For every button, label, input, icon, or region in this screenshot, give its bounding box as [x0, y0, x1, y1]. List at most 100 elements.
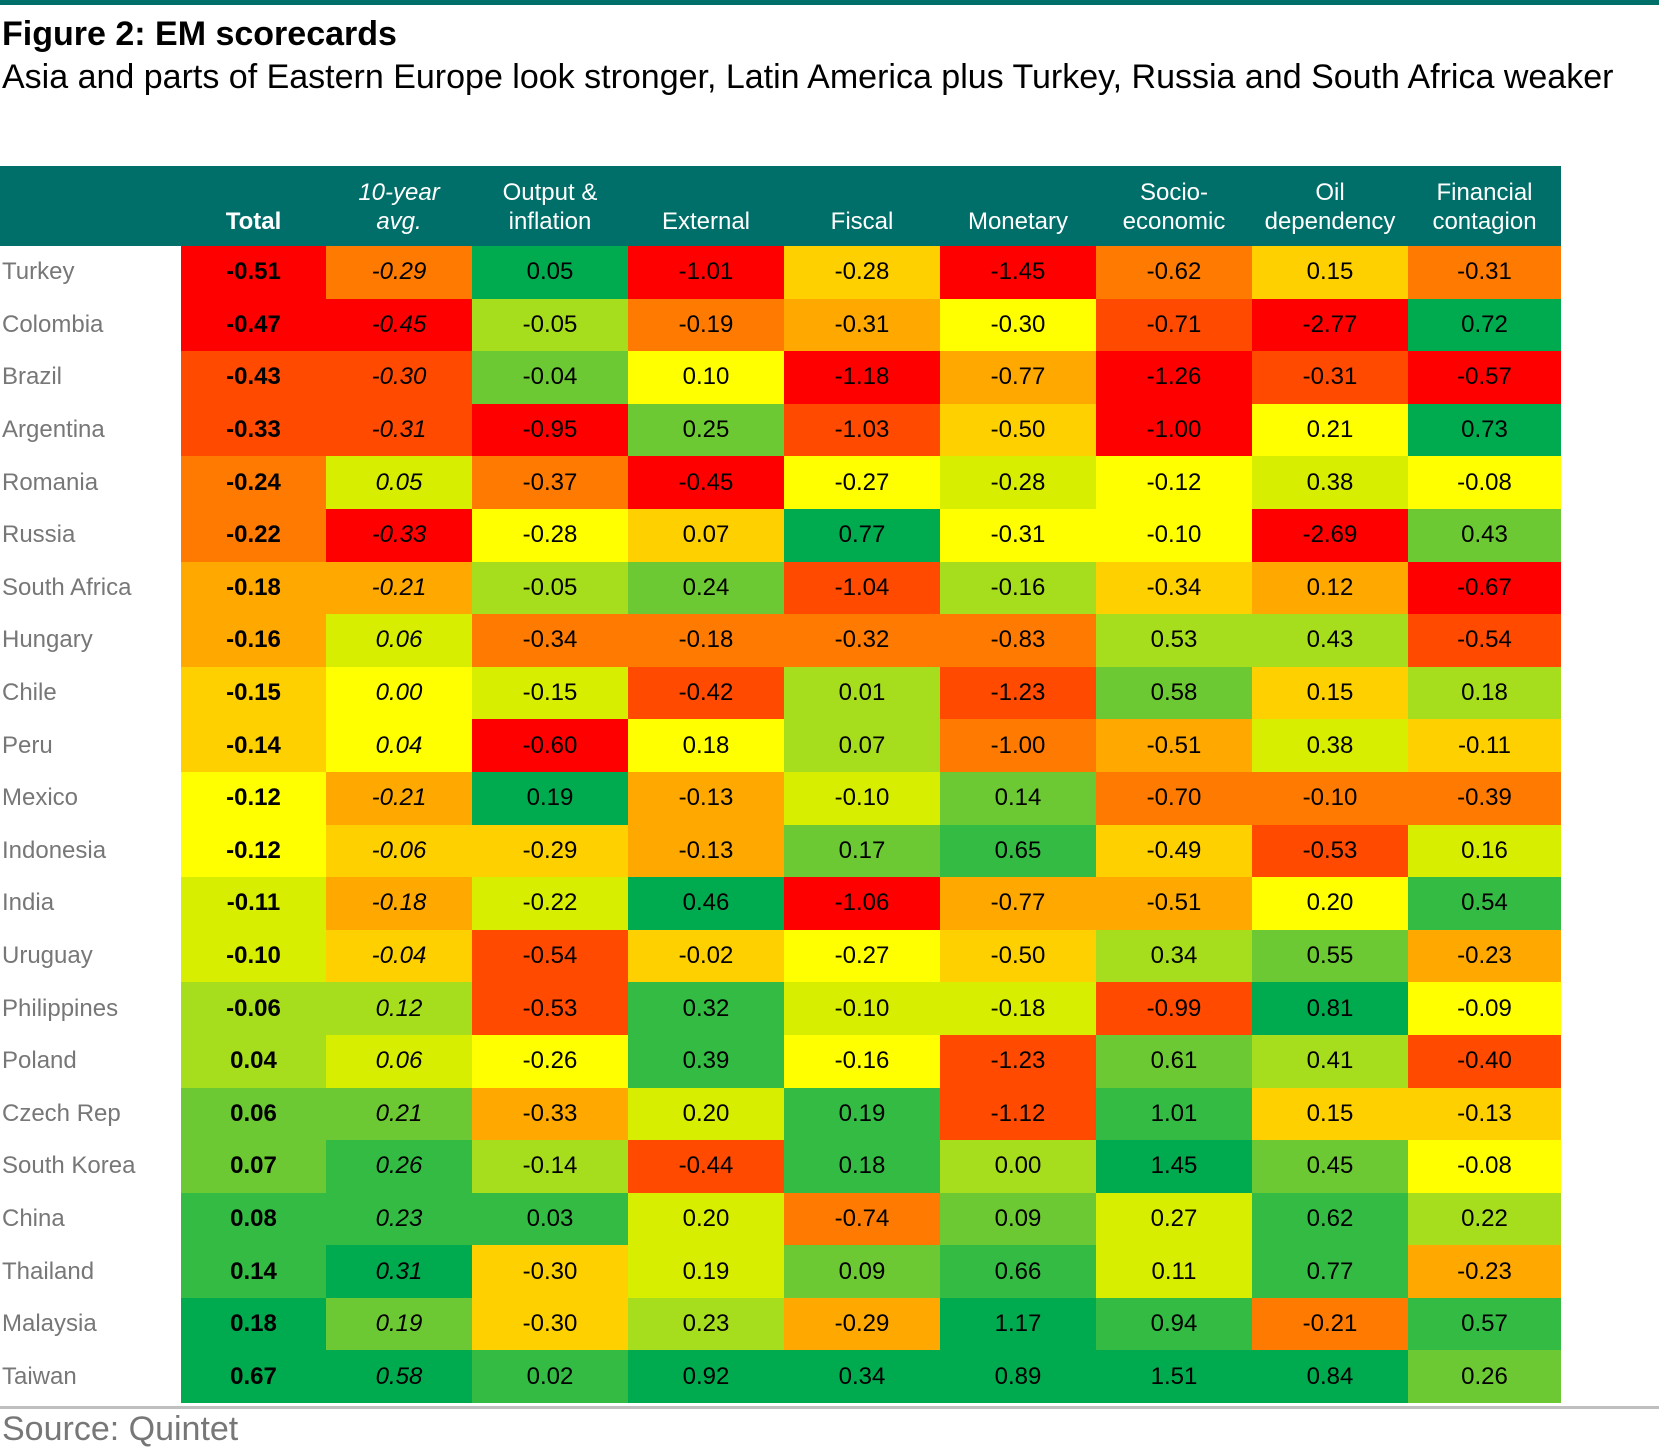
heatmap-cell-monetary: 1.17 — [940, 1297, 1096, 1351]
table-row: Chile -0.15 0.00 -0.15 -0.42 0.01 -1.23 0.58 0.1… — [0, 666, 1561, 720]
column-header-total: Total — [181, 166, 326, 246]
country-label: Malaysia — [0, 1297, 181, 1351]
heatmap-cell-socio-economic: -1.00 — [1096, 403, 1252, 457]
heatmap-cell-10-year-avg: 0.04 — [326, 719, 472, 772]
heatmap-cell-socio-economic: -0.99 — [1096, 982, 1252, 1035]
heatmap-cell-fiscal: -0.27 — [784, 929, 940, 983]
heatmap-cell-external: -0.45 — [628, 456, 784, 509]
heatmap-cell-fiscal: -0.32 — [784, 614, 940, 667]
heatmap-cell-external: 0.39 — [628, 1034, 784, 1088]
heatmap-cell-financial-contagion: -0.08 — [1408, 1140, 1561, 1193]
figure-subtitle: Asia and parts of Eastern Europe look st… — [2, 58, 1614, 96]
heatmap-cell-monetary: 0.09 — [940, 1192, 1096, 1246]
heatmap-cell-total: 0.08 — [181, 1192, 326, 1246]
heatmap-cell-oil-dependency: 0.38 — [1252, 719, 1408, 772]
heatmap-cell-10-year-avg: 0.19 — [326, 1297, 472, 1351]
heatmap-cell-oil-dependency: 0.43 — [1252, 614, 1408, 667]
table-row: Argentina -0.33 -0.31 -0.95 0.25 -1.03 -0.50 -1… — [0, 403, 1561, 457]
heatmap-cell-monetary: -0.30 — [940, 298, 1096, 352]
heatmap-cell-monetary: -0.16 — [940, 561, 1096, 615]
heatmap-cell-10-year-avg: -0.21 — [326, 561, 472, 615]
heatmap-cell-output-and-inflation: -0.05 — [472, 298, 628, 352]
heatmap-cell-monetary: -0.18 — [940, 982, 1096, 1035]
heatmap-cell-monetary: 0.14 — [940, 771, 1096, 825]
heatmap-cell-fiscal: -0.10 — [784, 982, 940, 1035]
heatmap-cell-fiscal: -1.18 — [784, 351, 940, 404]
country-label: Thailand — [0, 1245, 181, 1298]
heatmap-cell-external: 0.24 — [628, 561, 784, 615]
heatmap-cell-output-and-inflation: -0.14 — [472, 1140, 628, 1193]
heatmap-cell-monetary: -0.83 — [940, 614, 1096, 667]
bottom-rule — [0, 1406, 1659, 1409]
heatmap-cell-total: 0.67 — [181, 1350, 326, 1404]
heatmap-cell-financial-contagion: -0.11 — [1408, 719, 1561, 772]
heatmap-cell-external: -0.13 — [628, 771, 784, 825]
heatmap-cell-monetary: 0.89 — [940, 1350, 1096, 1404]
heatmap-cell-socio-economic: 0.53 — [1096, 614, 1252, 667]
country-label: Chile — [0, 666, 181, 720]
heatmap-cell-10-year-avg: 0.06 — [326, 1034, 472, 1088]
heatmap-cell-total: -0.10 — [181, 929, 326, 983]
heatmap-cell-10-year-avg: -0.29 — [326, 246, 472, 299]
heatmap-cell-external: 0.20 — [628, 1087, 784, 1141]
column-header-oil-dependency: Oil dependency — [1252, 166, 1408, 246]
table-row: Czech Rep 0.06 0.21 -0.33 0.20 0.19 -1.12 1.01 0… — [0, 1087, 1561, 1141]
heatmap-cell-oil-dependency: -0.10 — [1252, 771, 1408, 825]
column-header-financial-contagion: Financial contagion — [1408, 166, 1561, 246]
heatmap-cell-fiscal: -0.27 — [784, 456, 940, 509]
heatmap-cell-fiscal: 0.17 — [784, 824, 940, 878]
heatmap-cell-output-and-inflation: -0.26 — [472, 1034, 628, 1088]
country-label: Peru — [0, 719, 181, 772]
table-row: Hungary -0.16 0.06 -0.34 -0.18 -0.32 -0.83 0.53… — [0, 614, 1561, 667]
table-row: South Africa -0.18 -0.21 -0.05 0.24 -1.04 -0.1… — [0, 561, 1561, 615]
heatmap-cell-socio-economic: 1.45 — [1096, 1140, 1252, 1193]
heatmap-cell-fiscal: 0.19 — [784, 1087, 940, 1141]
heatmap-cell-socio-economic: 0.11 — [1096, 1245, 1252, 1298]
heatmap-cell-socio-economic: -0.12 — [1096, 456, 1252, 509]
heatmap-cell-oil-dependency: 0.41 — [1252, 1034, 1408, 1088]
heatmap-cell-financial-contagion: -0.09 — [1408, 982, 1561, 1035]
source-note: Source: Quintet — [2, 1410, 239, 1448]
heatmap-cell-financial-contagion: 0.54 — [1408, 877, 1561, 930]
heatmap-cell-10-year-avg: -0.04 — [326, 929, 472, 983]
table-row: Poland 0.04 0.06 -0.26 0.39 -0.16 -1.23 0.61 0.4… — [0, 1034, 1561, 1088]
country-label: Hungary — [0, 614, 181, 667]
country-label: Philippines — [0, 982, 181, 1035]
heatmap-cell-output-and-inflation: -0.29 — [472, 824, 628, 878]
heatmap-cell-total: -0.47 — [181, 298, 326, 352]
table-body: Turkey -0.51 -0.29 0.05 -1.01 -0.28 -1.45 -0.62… — [0, 246, 1561, 1404]
heatmap-cell-output-and-inflation: -0.05 — [472, 561, 628, 615]
heatmap-cell-socio-economic: 0.34 — [1096, 929, 1252, 983]
heatmap-cell-total: -0.24 — [181, 456, 326, 509]
heatmap-cell-socio-economic: -0.34 — [1096, 561, 1252, 615]
heatmap-cell-10-year-avg: -0.30 — [326, 351, 472, 404]
table-row: Turkey -0.51 -0.29 0.05 -1.01 -0.28 -1.45 -0.62… — [0, 246, 1561, 299]
heatmap-cell-financial-contagion: -0.67 — [1408, 561, 1561, 615]
column-header-output-and-inflation: Output & inflation — [472, 166, 628, 246]
heatmap-cell-financial-contagion: 0.26 — [1408, 1350, 1561, 1404]
country-label: Colombia — [0, 298, 181, 352]
country-label: Turkey — [0, 246, 181, 299]
heatmap-cell-output-and-inflation: 0.02 — [472, 1350, 628, 1404]
heatmap-cell-financial-contagion: -0.39 — [1408, 771, 1561, 825]
country-label: South Korea — [0, 1140, 181, 1193]
heatmap-cell-socio-economic: 0.58 — [1096, 666, 1252, 720]
top-rule — [0, 0, 1659, 5]
heatmap-cell-output-and-inflation: -0.95 — [472, 403, 628, 457]
table-row: Uruguay -0.10 -0.04 -0.54 -0.02 -0.27 -0.50 0.3… — [0, 929, 1561, 983]
heatmap-cell-total: 0.06 — [181, 1087, 326, 1141]
heatmap-cell-output-and-inflation: -0.30 — [472, 1297, 628, 1351]
heatmap-cell-output-and-inflation: 0.03 — [472, 1192, 628, 1246]
heatmap-cell-total: -0.43 — [181, 351, 326, 404]
heatmap-cell-financial-contagion: -0.08 — [1408, 456, 1561, 509]
heatmap-cell-output-and-inflation: -0.04 — [472, 351, 628, 404]
heatmap-cell-socio-economic: -0.62 — [1096, 246, 1252, 299]
heatmap-cell-financial-contagion: 0.22 — [1408, 1192, 1561, 1246]
heatmap-cell-financial-contagion: 0.73 — [1408, 403, 1561, 457]
heatmap-cell-oil-dependency: -2.69 — [1252, 508, 1408, 562]
heatmap-cell-total: 0.04 — [181, 1034, 326, 1088]
heatmap-cell-fiscal: -0.74 — [784, 1192, 940, 1246]
heatmap-cell-output-and-inflation: -0.28 — [472, 508, 628, 562]
table-row: Thailand 0.14 0.31 -0.30 0.19 0.09 0.66 0.11 0.7… — [0, 1245, 1561, 1298]
column-header-monetary: Monetary — [940, 166, 1096, 246]
